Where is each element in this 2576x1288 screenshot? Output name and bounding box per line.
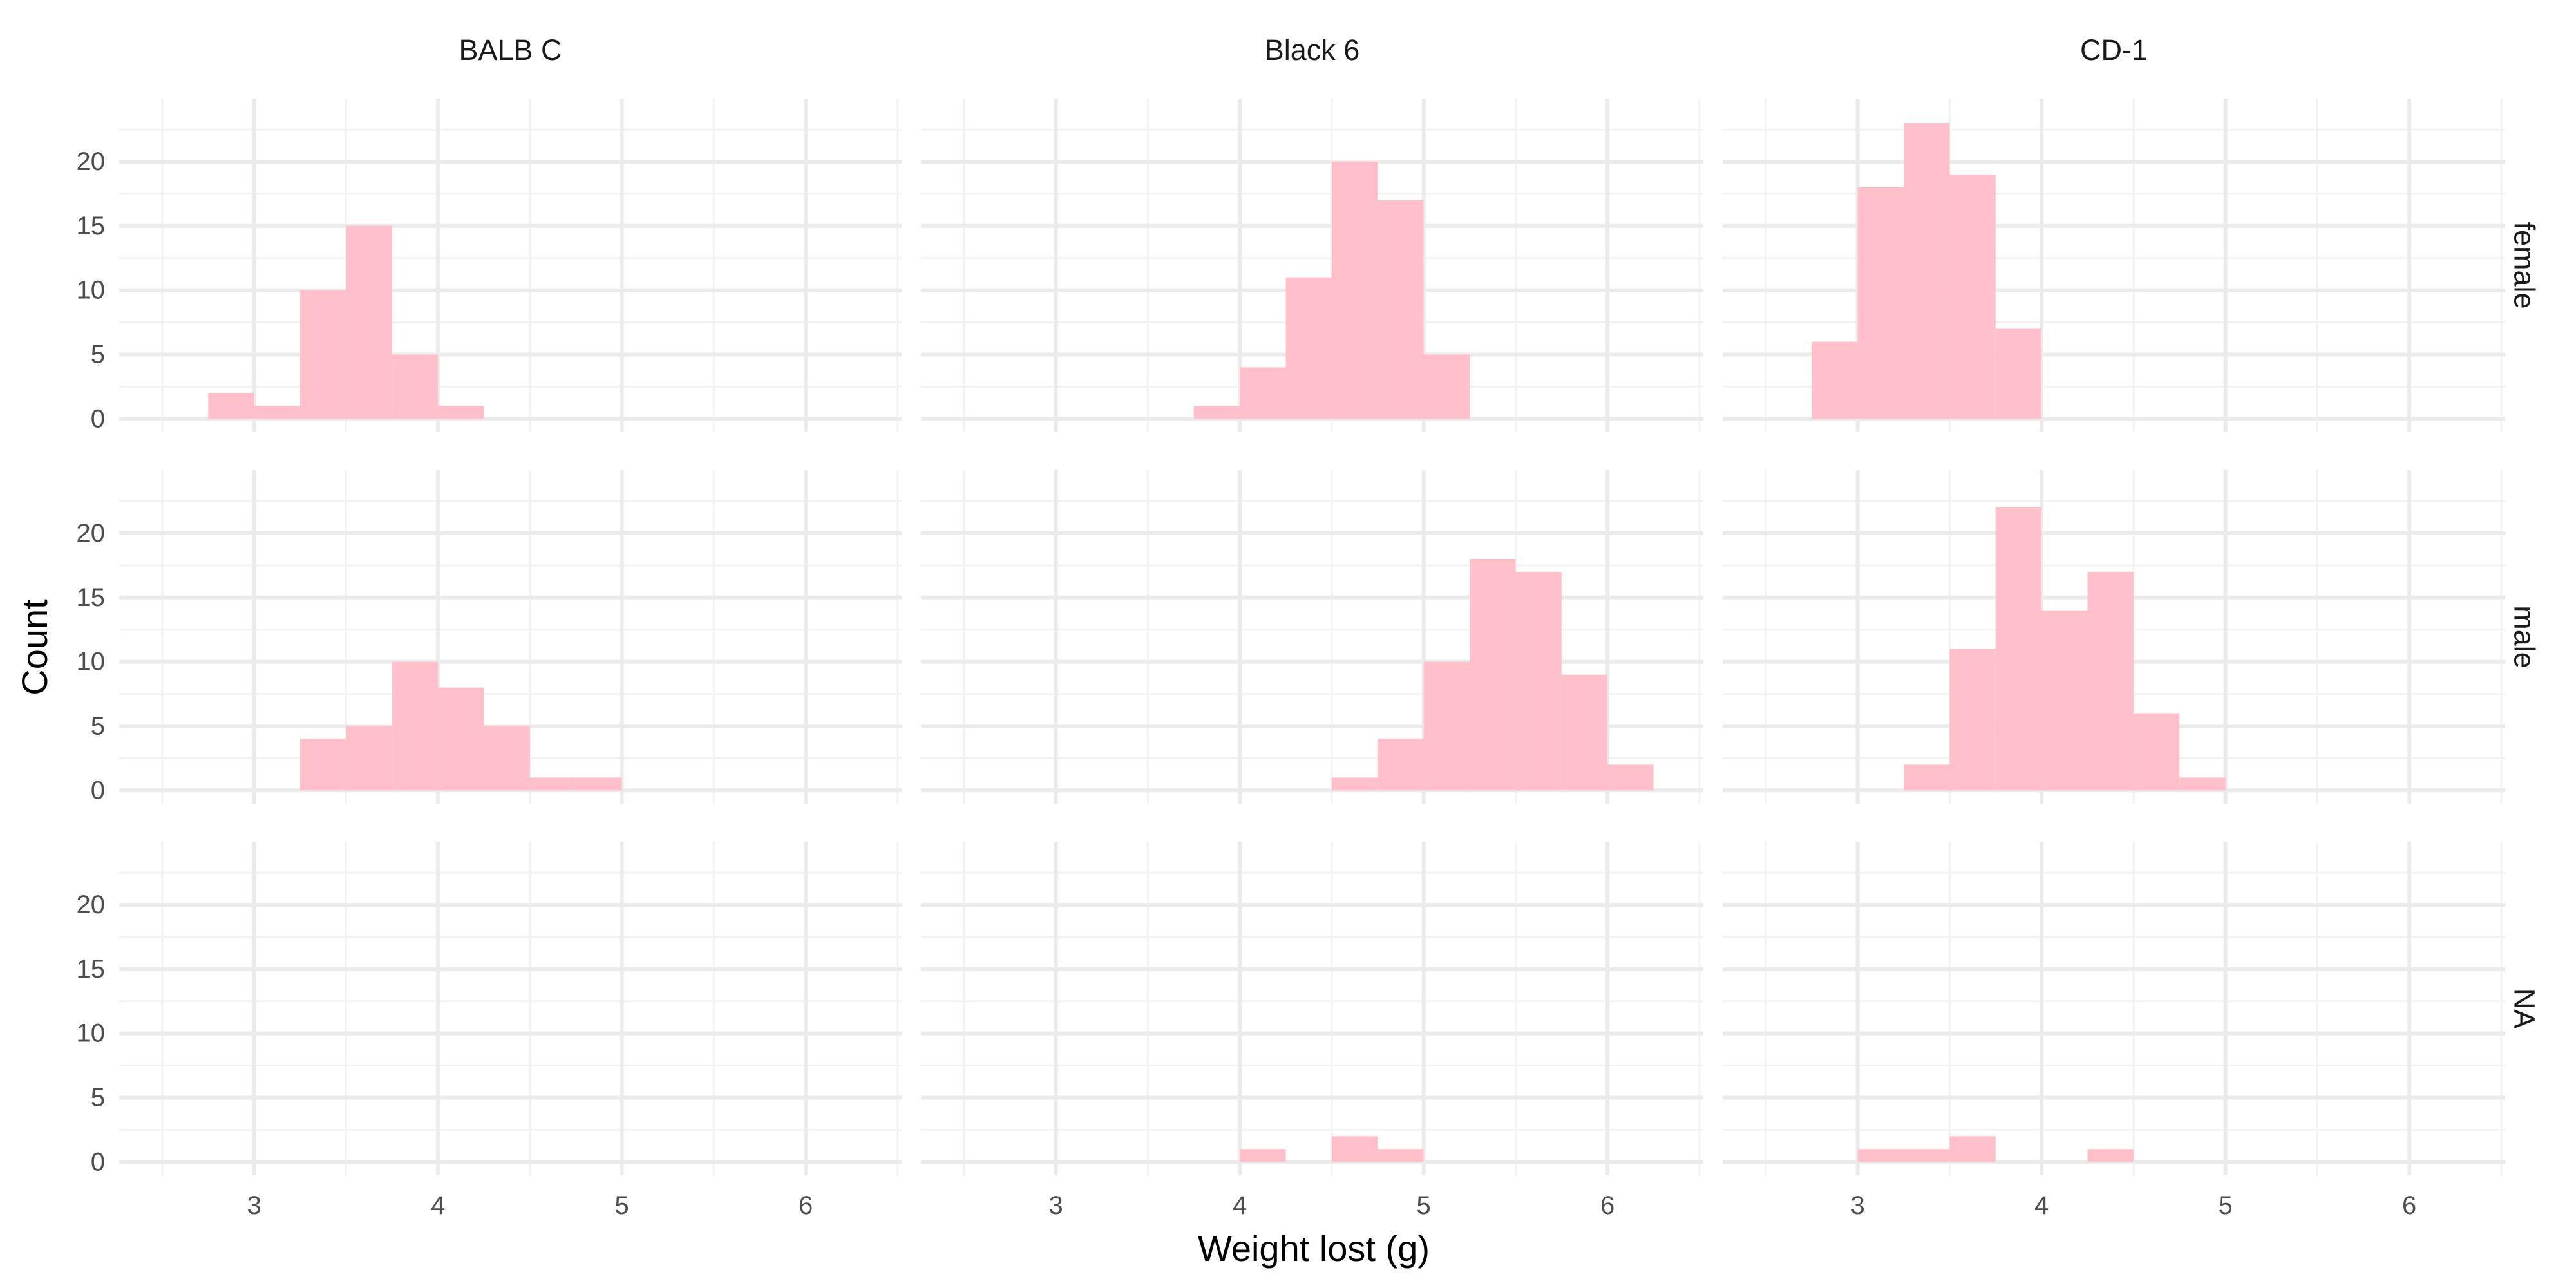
- histogram-bar: [346, 225, 392, 419]
- histogram-bar: [1423, 354, 1470, 419]
- y-tick-label: 15: [77, 212, 106, 240]
- histogram-bar: [484, 726, 530, 791]
- strip-labels: BALB C Black 6 CD-1 female male NA: [459, 33, 2541, 1028]
- histogram-bar: [392, 354, 439, 419]
- histogram-bar: [438, 406, 484, 419]
- column-strip-label: BALB C: [459, 33, 562, 66]
- histogram-bar: [346, 726, 392, 791]
- histogram-bar: [299, 290, 346, 419]
- histogram-bar: [2041, 610, 2088, 791]
- bars-cd-1-female: [1812, 123, 2042, 419]
- histogram-bar: [1812, 341, 1858, 419]
- x-tick-label: 6: [2402, 1191, 2416, 1220]
- x-tick-label: 4: [1233, 1191, 1247, 1220]
- y-tick-label: 5: [91, 712, 105, 740]
- bars-cd-1-na: [1857, 1136, 2134, 1162]
- row-strip-label: male: [2508, 605, 2541, 668]
- y-tick-label: 20: [77, 147, 106, 176]
- histogram-bar: [576, 777, 622, 791]
- histogram-bar: [1949, 1136, 1996, 1162]
- x-tick-label: 3: [1850, 1191, 1864, 1220]
- x-tick-label: 3: [1048, 1191, 1063, 1220]
- histogram-bar: [1949, 174, 1996, 419]
- bars-black-6-female: [1193, 161, 1470, 419]
- histogram-bar: [1240, 1149, 1286, 1162]
- row-strip-label: female: [2508, 222, 2541, 308]
- y-tick-label: 0: [91, 1148, 105, 1176]
- row-strip-label: NA: [2508, 989, 2541, 1029]
- panel-cd-1-na: [1723, 842, 2505, 1175]
- histogram-bar: [1193, 406, 1240, 419]
- histogram-bar: [208, 393, 254, 419]
- y-tick-label: 10: [77, 648, 106, 676]
- bars-balb-c-male: [299, 661, 622, 791]
- histogram-bar: [2087, 1149, 2134, 1162]
- y-tick-label: 15: [77, 583, 106, 612]
- y-axis-title: Count: [14, 599, 55, 696]
- column-strip-label: Black 6: [1265, 33, 1360, 66]
- x-tick-label: 6: [799, 1191, 813, 1220]
- y-tick-label: 10: [77, 1019, 106, 1048]
- y-tick-label: 5: [91, 1083, 105, 1112]
- histogram-bar: [1515, 571, 1562, 791]
- y-tick-label: 15: [77, 955, 106, 983]
- x-tick-label: 5: [615, 1191, 629, 1220]
- bars-balb-c-female: [208, 225, 484, 419]
- histogram-bar: [1857, 187, 1904, 419]
- histogram-bar: [2087, 571, 2134, 791]
- histogram-bar: [1285, 277, 1332, 419]
- histogram-bar: [2133, 713, 2180, 791]
- x-tick-label: 4: [431, 1191, 445, 1220]
- x-tick-label: 6: [1600, 1191, 1615, 1220]
- y-tick-label: 20: [77, 519, 106, 547]
- bars-cd-1-male: [1903, 507, 2226, 791]
- panel-black-6-na: [921, 842, 1703, 1175]
- histogram-bar: [1378, 739, 1424, 791]
- histogram-bar: [254, 406, 300, 419]
- y-tick-label: 0: [91, 776, 105, 804]
- histogram-bar: [1995, 507, 2042, 791]
- y-tick-label: 10: [77, 276, 106, 305]
- histogram-bar: [1331, 1136, 1378, 1162]
- histogram-bar: [1378, 200, 1424, 419]
- histogram-bar: [1903, 1149, 1950, 1162]
- histogram-bar: [1240, 367, 1286, 419]
- axis-tick-labels: 0 5 10 15 20 0 5 10 15 20 0 5 10 15 20 3 4 5 6 3 4 5 6 3 4 5 6: [77, 147, 2417, 1220]
- panel-balb-c-female: [119, 99, 902, 432]
- histogram-bar: [529, 777, 576, 791]
- histogram-bar: [1903, 123, 1950, 419]
- column-strip-label: CD-1: [2080, 33, 2148, 66]
- histogram-bar: [392, 661, 439, 791]
- histogram-bar: [1607, 764, 1654, 791]
- histogram-bar: [299, 739, 346, 791]
- x-tick-label: 5: [2219, 1191, 2233, 1220]
- histogram-bar: [1903, 764, 1950, 791]
- x-tick-label: 4: [2034, 1191, 2049, 1220]
- histogram-bar: [438, 687, 484, 791]
- histogram-bar: [1378, 1149, 1424, 1162]
- histogram-bar: [1857, 1149, 1904, 1162]
- histogram-bar: [1331, 161, 1378, 419]
- panel-balb-c-na: [119, 842, 902, 1175]
- y-tick-label: 0: [91, 404, 105, 433]
- x-tick-label: 5: [1417, 1191, 1431, 1220]
- histogram-bar: [1995, 328, 2042, 419]
- histogram-bar: [1949, 649, 1996, 791]
- panels-layer: [119, 99, 2505, 1175]
- histogram-bar: [1331, 777, 1378, 791]
- x-tick-label: 3: [247, 1191, 261, 1220]
- histogram-bar: [1561, 674, 1608, 791]
- panel-balb-c-male: [119, 470, 902, 804]
- bars-black-6-na: [1240, 1136, 1424, 1162]
- bars-black-6-male: [1331, 558, 1654, 791]
- histogram-bar: [2179, 777, 2226, 791]
- y-tick-label: 20: [77, 891, 106, 919]
- x-axis-title: Weight lost (g): [1198, 1228, 1430, 1269]
- y-tick-label: 5: [91, 340, 105, 368]
- histogram-bar: [1470, 558, 1516, 791]
- histogram-bar: [1423, 661, 1470, 791]
